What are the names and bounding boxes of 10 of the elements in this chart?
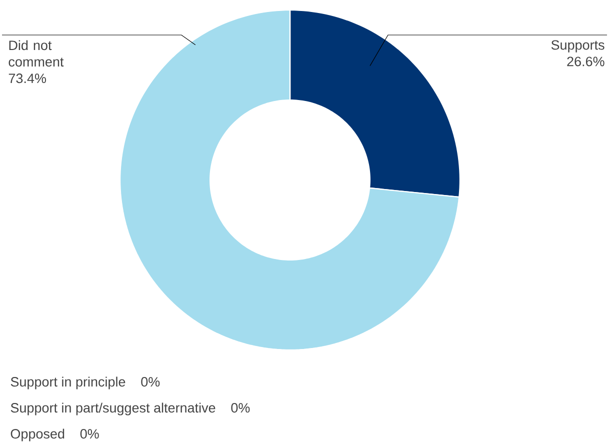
category-label: Opposed bbox=[10, 428, 64, 442]
data-label: 73.4% bbox=[8, 74, 46, 84]
category-label: Support in part/suggest alternative bbox=[10, 402, 216, 416]
text: 0% bbox=[231, 403, 250, 413]
category-label: Support in principle bbox=[10, 376, 126, 390]
slice-label: Did not comment bbox=[8, 40, 64, 67]
data-label: 26.6% bbox=[567, 56, 604, 66]
text: 0% bbox=[141, 377, 160, 387]
slice-label: Supports bbox=[551, 40, 604, 52]
text: 0% bbox=[80, 429, 99, 439]
